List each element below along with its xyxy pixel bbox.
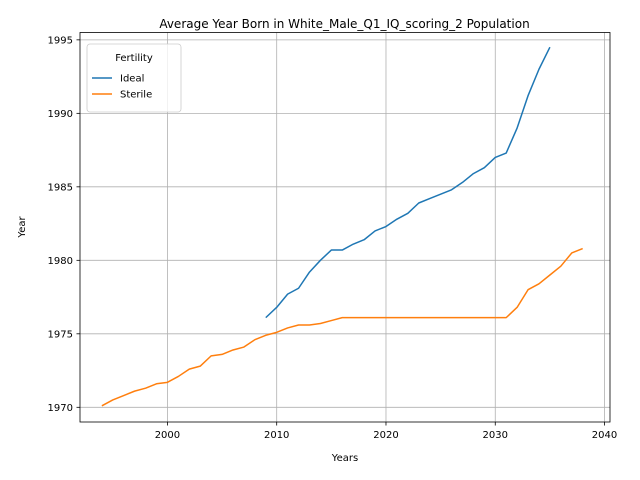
x-tick-label: 2010 bbox=[264, 430, 289, 441]
series-line-sterile bbox=[101, 247, 583, 407]
legend-title: Fertility bbox=[115, 53, 153, 64]
y-tick-label: 1995 bbox=[48, 35, 73, 46]
x-tick-label: 2020 bbox=[373, 430, 398, 441]
axis-ticks: 2000 2010 2020 2030 2040 1970 1975 1980 1985 1990… bbox=[48, 35, 618, 441]
y-tick-label: 1970 bbox=[48, 403, 73, 414]
x-tick-label: 2030 bbox=[483, 430, 508, 441]
chart-title: Average Year Born in White_Male_Q1_IQ_sc… bbox=[159, 17, 529, 31]
series-lines bbox=[101, 46, 583, 407]
x-tick-label: 2040 bbox=[592, 430, 617, 441]
x-tick-label: 2000 bbox=[155, 430, 180, 441]
y-tick-label: 1975 bbox=[48, 329, 73, 340]
legend: Fertility Ideal Sterile bbox=[86, 43, 182, 113]
series-line-ideal bbox=[265, 46, 551, 319]
x-axis-label: Years bbox=[331, 453, 358, 464]
legend-entries: Ideal Sterile bbox=[92, 74, 152, 101]
y-tick-label: 1980 bbox=[48, 256, 73, 267]
y-tick-label: 1990 bbox=[48, 109, 73, 120]
legend-box bbox=[86, 43, 182, 113]
legend-label-ideal: Ideal bbox=[120, 74, 144, 85]
legend-label-sterile: Sterile bbox=[120, 90, 152, 101]
y-axis-label: Year bbox=[17, 216, 28, 239]
y-tick-label: 1985 bbox=[48, 182, 73, 193]
plot-frame bbox=[79, 32, 611, 423]
